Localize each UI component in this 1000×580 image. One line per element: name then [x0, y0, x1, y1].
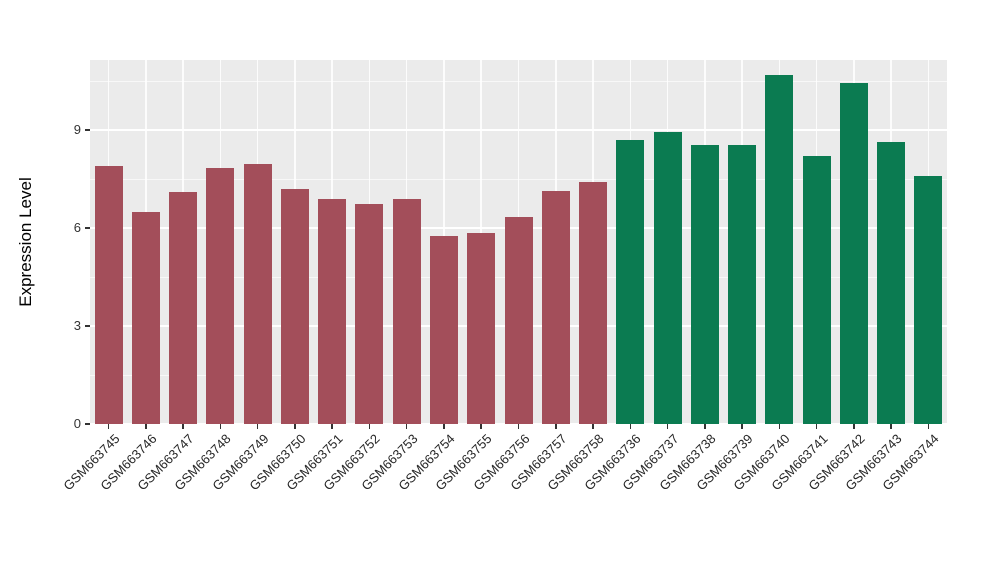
- x-tick-label-text: GSM663749: [209, 431, 272, 494]
- x-tick-mark: [629, 424, 632, 429]
- plot-panel: [90, 60, 947, 424]
- bar: [94, 166, 123, 424]
- x-tick-label-text: GSM663756: [469, 431, 533, 494]
- bar: [765, 74, 794, 424]
- x-tick-mark: [555, 424, 557, 429]
- x-tick-label-text: GSM663745: [60, 431, 123, 494]
- bar: [541, 190, 570, 424]
- bar: [504, 216, 533, 424]
- bar: [429, 236, 458, 424]
- x-tick-label-text: GSM663741: [767, 431, 831, 494]
- x-tick-mark: [182, 424, 184, 429]
- bar: [467, 233, 496, 424]
- x-tick-label-text: GSM663743: [842, 431, 905, 494]
- x-tick-mark: [815, 424, 818, 429]
- bar: [355, 203, 384, 424]
- bar: [653, 131, 682, 424]
- x-tick-mark: [443, 424, 445, 429]
- x-tick-mark: [145, 424, 147, 429]
- major-gridline: [90, 129, 947, 131]
- y-axis-title: Expression Level: [16, 177, 35, 307]
- x-tick-mark: [778, 424, 781, 429]
- x-tick-mark: [219, 424, 222, 429]
- x-tick-mark: [890, 424, 892, 429]
- bar: [169, 192, 198, 424]
- x-tick-label-text: GSM663757: [507, 431, 570, 494]
- bar: [318, 198, 347, 424]
- bar: [616, 139, 645, 424]
- bar: [690, 144, 719, 424]
- x-tick-mark: [294, 424, 296, 429]
- y-tick-label: 0: [73, 416, 81, 431]
- x-tick-label-text: GSM663740: [730, 431, 793, 494]
- x-tick-mark: [368, 424, 371, 429]
- bar: [392, 198, 421, 424]
- bar: [877, 141, 906, 424]
- y-tick-label: 3: [73, 318, 81, 334]
- x-tick-label-text: GSM663758: [544, 431, 607, 494]
- x-tick-label-text: GSM663737: [618, 431, 682, 494]
- x-tick-label-text: GSM663751: [283, 431, 346, 494]
- x-tick-label-text: GSM663739: [693, 431, 756, 494]
- x-tick-label-text: GSM663744: [879, 431, 942, 494]
- x-tick-mark: [666, 424, 669, 429]
- x-tick-mark: [853, 424, 855, 429]
- x-tick-mark: [517, 424, 520, 429]
- x-tick-label-text: GSM663736: [581, 431, 644, 494]
- y-tick-label: 9: [73, 122, 81, 138]
- x-tick-label-text: GSM663738: [656, 431, 719, 494]
- x-tick-mark: [927, 424, 930, 429]
- x-tick-mark: [704, 424, 706, 429]
- x-tick-label-text: GSM663752: [320, 431, 384, 494]
- x-tick-label-text: GSM663753: [358, 431, 421, 494]
- x-tick-mark: [107, 424, 110, 429]
- minor-gridline: [90, 80, 947, 82]
- x-tick-mark: [480, 424, 482, 429]
- x-tick-label-text: GSM663754: [395, 431, 458, 494]
- x-tick-label-text: GSM663742: [805, 431, 868, 494]
- bar: [206, 167, 235, 424]
- bar: [728, 144, 757, 424]
- bar: [280, 188, 309, 424]
- bar: [131, 211, 160, 424]
- x-tick-mark: [405, 424, 408, 429]
- x-tick-mark: [331, 424, 333, 429]
- x-tick-label-text: GSM663750: [246, 431, 309, 494]
- y-tick-label: 6: [73, 220, 81, 236]
- x-tick-mark: [256, 424, 259, 429]
- x-tick-label-text: GSM663746: [97, 431, 160, 494]
- x-tick-label-text: GSM663755: [432, 431, 495, 494]
- x-tick-label-text: GSM663748: [171, 431, 235, 494]
- bar: [914, 175, 943, 424]
- minor-gridline: [90, 178, 947, 180]
- bar: [579, 182, 608, 424]
- bar: [802, 156, 831, 424]
- x-tick-label-text: GSM663747: [134, 431, 197, 494]
- bar: [839, 82, 868, 424]
- x-tick-mark: [741, 424, 743, 429]
- bar: [243, 164, 272, 424]
- x-tick-mark: [592, 424, 594, 429]
